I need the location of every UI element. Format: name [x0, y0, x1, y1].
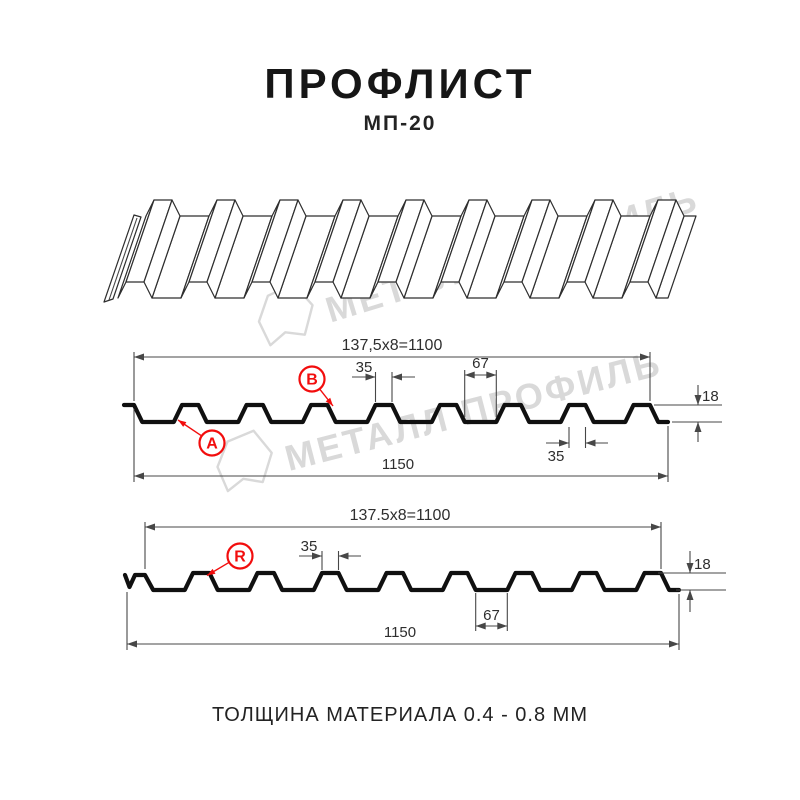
- corrugated-sheet-3d: [103, 199, 697, 303]
- page-title: ПРОФЛИСТ: [264, 60, 536, 107]
- callout-b-circle-icon: [298, 365, 326, 393]
- metall-profil-logo-icon: [257, 282, 314, 347]
- metall-profil-logo-icon: [216, 429, 273, 493]
- profile-outline-2: [122, 570, 682, 593]
- dim-pitch-formula-2: 137.5x8=1100: [350, 507, 451, 524]
- dim-valley-width-2: 67: [483, 607, 500, 624]
- dim-height-1: 18: [702, 388, 719, 405]
- callout-a: A: [177, 419, 226, 457]
- dim-valley-width-1: 67: [472, 355, 489, 372]
- dim-crest-bottom-width-1: 35: [548, 448, 565, 465]
- profile-outline-1: [121, 402, 671, 425]
- callout-a-label: A: [206, 436, 218, 453]
- dim-height-2: 18: [694, 556, 711, 573]
- callout-b-label: B: [306, 372, 318, 389]
- material-thickness-note: ТОЛЩИНА МАТЕРИАЛА 0.4 - 0.8 ММ: [211, 704, 588, 726]
- dim-crest-width-2: 35: [301, 538, 318, 555]
- callout-r-label: R: [234, 549, 246, 566]
- callout-a-circle-icon: [198, 429, 226, 457]
- callout-r-circle-icon: [226, 542, 254, 570]
- cross-section-1: 137,5x8=1100 35 67 18 35: [121, 337, 722, 482]
- dim-crest-width-1: 35: [356, 359, 373, 376]
- callout-b: B: [298, 365, 334, 407]
- profile-model-subtitle: МП-20: [363, 112, 437, 135]
- dim-pitch-formula-1: 137,5x8=1100: [342, 337, 443, 354]
- callout-r: R: [206, 542, 254, 577]
- sheet-cut-edge: [103, 214, 142, 303]
- cross-section-2: 137.5x8=1100 35 67 18 1150: [122, 507, 726, 650]
- dim-overall-width-2: 1150: [384, 624, 416, 641]
- dim-overall-width-1: 1150: [382, 456, 414, 473]
